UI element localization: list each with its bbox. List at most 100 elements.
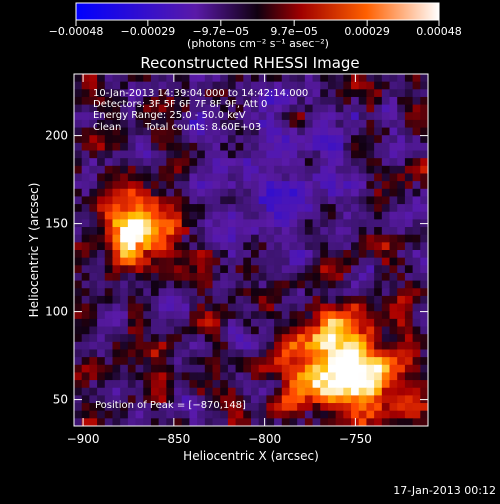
heatmap-cell bbox=[74, 272, 83, 282]
heatmap-cell bbox=[320, 204, 329, 213]
heatmap-cell bbox=[166, 334, 175, 343]
heatmap-cell bbox=[327, 418, 337, 426]
heatmap-cell bbox=[120, 387, 129, 396]
heatmap-cell bbox=[189, 181, 198, 190]
heatmap-cell bbox=[97, 280, 106, 289]
heatmap-cell bbox=[251, 288, 260, 297]
heatmap-cell bbox=[97, 311, 106, 320]
heatmap-cell bbox=[81, 403, 90, 412]
heatmap-cell bbox=[381, 349, 391, 358]
heatmap-cell bbox=[358, 311, 368, 320]
heatmap-cell bbox=[243, 418, 252, 426]
heatmap-cell bbox=[104, 372, 114, 381]
heatmap-cell bbox=[335, 135, 344, 144]
heatmap-cell bbox=[289, 150, 298, 159]
heatmap-cell bbox=[389, 364, 398, 374]
heatmap-cell bbox=[412, 410, 421, 419]
heatmap-cell bbox=[181, 341, 191, 351]
heatmap-cell bbox=[258, 334, 267, 343]
heatmap-cell bbox=[312, 318, 321, 328]
heatmap-cell bbox=[212, 234, 221, 243]
heatmap-cell bbox=[412, 181, 421, 190]
heatmap-cell bbox=[274, 196, 283, 205]
heatmap-cell bbox=[343, 418, 352, 426]
heatmap-cell bbox=[412, 326, 421, 335]
heatmap-cell bbox=[181, 280, 191, 289]
heatmap-cell bbox=[127, 181, 137, 190]
heatmap-cell bbox=[320, 234, 329, 243]
heatmap-cell bbox=[243, 318, 252, 328]
heatmap-cell bbox=[397, 89, 406, 98]
heatmap-cell bbox=[412, 311, 421, 320]
heatmap-cell bbox=[166, 272, 175, 282]
heatmap-cell bbox=[304, 380, 314, 389]
footer-date: 17-Jan-2013 00:12 bbox=[393, 484, 496, 497]
heatmap-cell bbox=[127, 318, 137, 328]
heatmap-cell bbox=[397, 219, 406, 228]
heatmap-cell bbox=[112, 349, 121, 358]
heatmap-cell bbox=[281, 250, 291, 259]
heatmap-cell bbox=[351, 303, 360, 312]
heatmap-cell bbox=[327, 334, 337, 343]
heatmap-cell bbox=[335, 127, 344, 136]
heatmap-cell bbox=[227, 196, 237, 205]
heatmap-cell bbox=[158, 418, 167, 426]
heatmap-cell bbox=[351, 380, 360, 389]
heatmap-cell bbox=[389, 227, 398, 236]
heatmap-cell bbox=[351, 89, 360, 98]
heatmap-cell bbox=[189, 196, 198, 205]
heatmap-cell bbox=[389, 272, 398, 282]
heatmap-cell bbox=[320, 265, 329, 274]
heatmap-cell bbox=[266, 403, 275, 412]
heatmap-cell bbox=[150, 272, 160, 282]
heatmap-cell bbox=[243, 165, 252, 175]
heatmap-cell bbox=[366, 242, 375, 251]
heatmap-cell bbox=[97, 387, 106, 396]
heatmap-cell bbox=[143, 196, 152, 205]
heatmap-cell bbox=[181, 364, 191, 374]
heatmap-cell bbox=[220, 341, 229, 351]
heatmap-cell bbox=[351, 188, 360, 198]
heatmap-cell bbox=[358, 242, 368, 251]
heatmap-cell bbox=[412, 265, 421, 274]
heatmap-cell bbox=[281, 403, 291, 412]
heatmap-cell bbox=[281, 196, 291, 205]
heatmap-cell bbox=[120, 380, 129, 389]
heatmap-cell bbox=[251, 326, 260, 335]
heatmap-cell bbox=[104, 250, 114, 259]
heatmap-cell bbox=[274, 250, 283, 259]
heatmap-cell bbox=[366, 380, 375, 389]
heatmap-cell bbox=[343, 196, 352, 205]
heatmap-cell bbox=[381, 326, 391, 335]
heatmap-cell bbox=[204, 349, 214, 358]
heatmap-cell bbox=[166, 280, 175, 289]
heatmap-cell bbox=[420, 188, 428, 198]
heatmap-cell bbox=[351, 173, 360, 182]
heatmap-cell bbox=[312, 227, 321, 236]
heatmap-cell bbox=[404, 89, 414, 98]
heatmap-cell bbox=[150, 334, 160, 343]
heatmap-cell bbox=[81, 387, 90, 396]
heatmap-cell bbox=[81, 272, 90, 282]
heatmap-cell bbox=[220, 150, 229, 159]
heatmap-cell bbox=[212, 288, 221, 297]
heatmap-cell bbox=[351, 311, 360, 320]
heatmap-cell bbox=[258, 219, 267, 228]
heatmap-cell bbox=[381, 288, 391, 297]
heatmap-cell bbox=[289, 357, 298, 366]
heatmap-cell bbox=[150, 142, 160, 152]
heatmap-cell bbox=[335, 326, 344, 335]
heatmap-cell bbox=[358, 96, 368, 106]
heatmap-cell bbox=[281, 272, 291, 282]
heatmap-cell bbox=[135, 349, 144, 358]
heatmap-cell bbox=[197, 96, 206, 106]
heatmap-cell bbox=[327, 204, 337, 213]
heatmap-cell bbox=[127, 219, 137, 228]
heatmap-cell bbox=[143, 219, 152, 228]
heatmap-cell bbox=[274, 165, 283, 175]
heatmap-cell bbox=[420, 295, 428, 305]
heatmap-cell bbox=[112, 188, 121, 198]
heatmap-cell bbox=[127, 89, 137, 98]
heatmap-cell bbox=[381, 119, 391, 129]
heatmap-cell bbox=[289, 403, 298, 412]
